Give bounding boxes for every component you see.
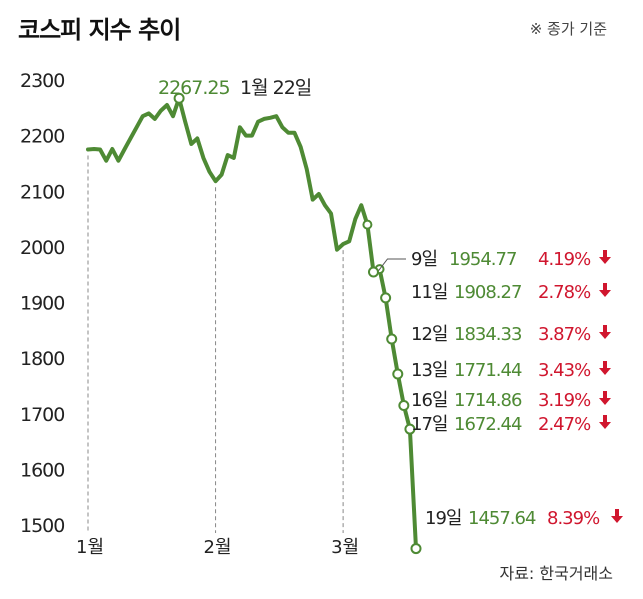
annotation-change: 8.39% — [547, 508, 600, 529]
annotation-date: 9일 — [411, 249, 437, 270]
annotation-marker — [410, 543, 422, 555]
down-arrow-icon — [599, 391, 611, 405]
annotation-marker — [398, 399, 410, 411]
annotation-value: 1834.33 — [454, 324, 522, 345]
down-arrow-icon — [599, 283, 611, 297]
kospi-series-line — [86, 96, 418, 551]
down-arrow-icon — [599, 250, 611, 264]
y-tick-label: 2300 — [20, 70, 64, 92]
y-tick-label: 1700 — [20, 404, 64, 426]
annotation-value: 1771.44 — [454, 360, 522, 381]
chart-note: ※ 종가 기준 — [529, 20, 607, 38]
annotation-change: 2.78% — [538, 282, 591, 303]
y-tick-label: 1600 — [20, 459, 64, 481]
annotation-change: 3.87% — [538, 324, 591, 345]
annotation-marker — [380, 292, 392, 304]
y-tick-label: 2000 — [20, 237, 64, 259]
annotation-marker — [367, 266, 379, 278]
annotation-value: 1908.27 — [454, 282, 521, 303]
annotation-date: 17일 — [411, 414, 447, 435]
annotation-value: 1457.64 — [468, 508, 536, 529]
x-tick-label: 2월 — [204, 537, 232, 558]
y-tick-label: 1800 — [20, 348, 64, 370]
source-note: 자료: 한국거래소 — [499, 564, 613, 583]
annotation-leader-line — [377, 258, 406, 273]
x-tick-label: 3월 — [331, 537, 359, 558]
annotation-date: 19일 — [425, 508, 461, 529]
annotation-date: 13일 — [411, 360, 447, 381]
y-tick-label: 2100 — [20, 181, 64, 203]
peak-marker — [173, 92, 185, 104]
annotation-value: 1672.44 — [454, 414, 522, 435]
peak-value-label: 2267.25 — [158, 77, 230, 99]
annotation-date: 12일 — [411, 324, 447, 345]
y-tick-label: 2200 — [20, 126, 64, 148]
peak-date-label: 1월 22일 — [240, 77, 311, 99]
annotation-date: 16일 — [411, 390, 447, 411]
y-tick-label: 1900 — [20, 293, 64, 315]
annotation-marker — [392, 368, 404, 380]
annotation-change: 3.43% — [538, 360, 591, 381]
annotation-value: 1954.77 — [449, 249, 516, 270]
down-arrow-icon — [599, 325, 611, 339]
down-arrow-icon — [599, 361, 611, 375]
down-arrow-icon — [599, 415, 611, 429]
down-arrow-icon — [611, 509, 623, 523]
annotation-marker — [404, 423, 416, 435]
y-tick-label: 1500 — [20, 515, 64, 537]
annotation-value: 1714.86 — [454, 390, 522, 411]
annotation-change: 4.19% — [538, 249, 591, 270]
data-point-marker — [362, 219, 373, 230]
chart-title: 코스피 지수 추이 — [18, 16, 181, 44]
annotation-date: 11일 — [411, 282, 447, 303]
annotation-marker — [386, 333, 398, 345]
annotation-change: 3.19% — [538, 390, 591, 411]
x-tick-label: 1월 — [76, 537, 104, 558]
annotation-change: 2.47% — [538, 414, 591, 435]
